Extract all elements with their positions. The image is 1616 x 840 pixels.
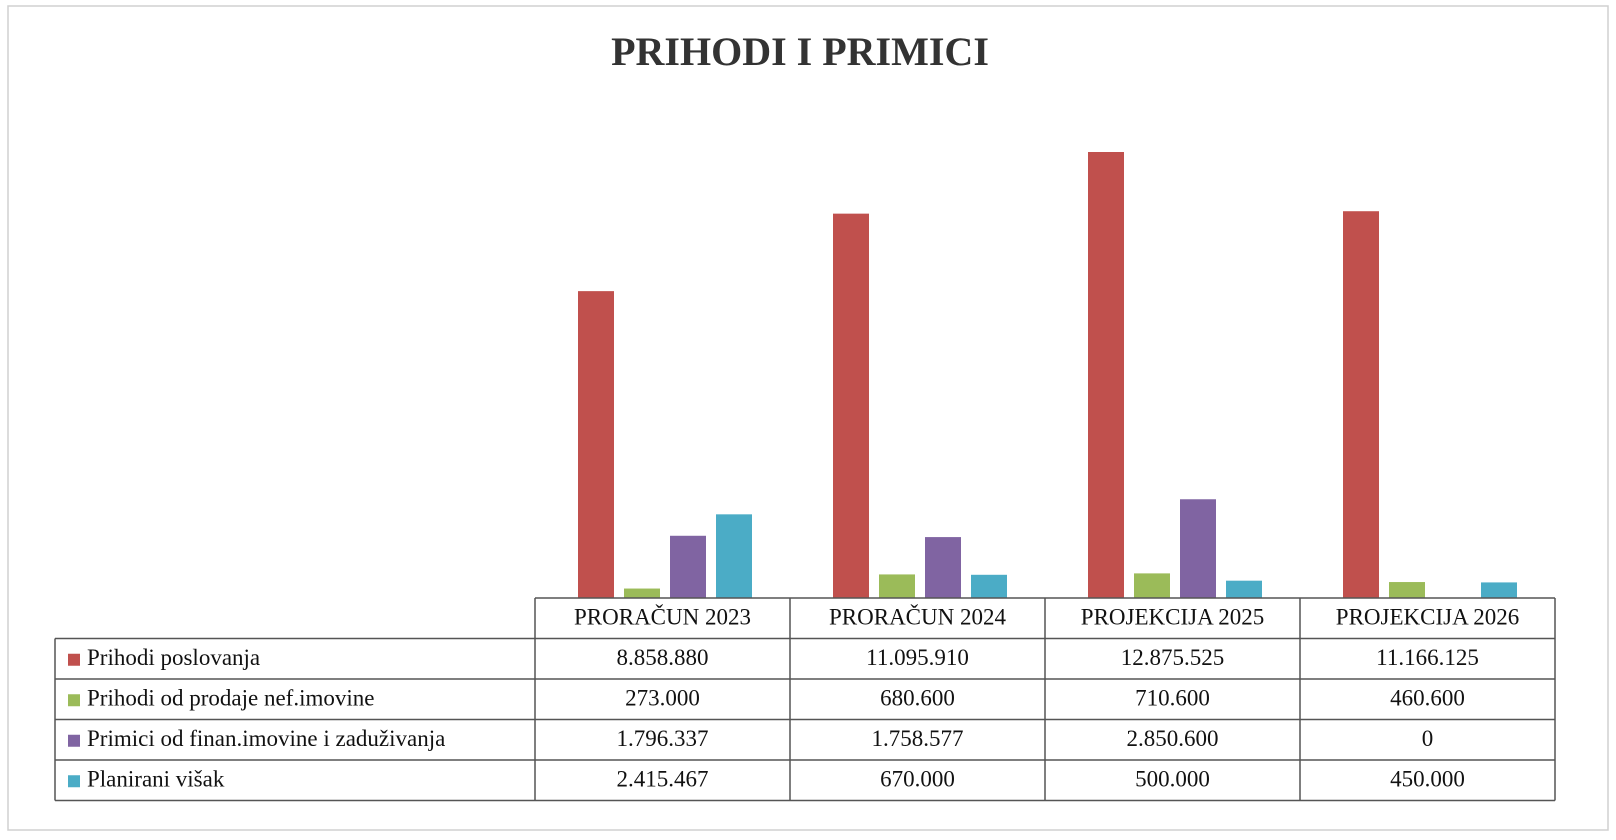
table-value: 670.000 — [880, 767, 955, 792]
column-header: PRORAČUN 2023 — [574, 604, 751, 630]
legend-key — [68, 694, 80, 707]
bar — [624, 588, 660, 598]
legend-label: Prihodi od prodaje nef.imovine — [87, 686, 374, 711]
legend-key — [68, 653, 80, 666]
legend-key — [68, 775, 80, 788]
bar — [578, 291, 614, 598]
legend-key — [68, 734, 80, 747]
column-header: PROJEKCIJA 2025 — [1081, 605, 1264, 630]
column-header: PRORAČUN 2024 — [829, 604, 1007, 630]
table-value: 450.000 — [1390, 767, 1465, 792]
bar — [971, 574, 1007, 598]
table-value: 0 — [1422, 726, 1434, 751]
table-value: 1.758.577 — [872, 726, 964, 751]
bar — [716, 514, 752, 598]
column-header: PROJEKCIJA 2026 — [1336, 605, 1519, 630]
table-value: 500.000 — [1135, 767, 1210, 792]
table-value: 460.600 — [1390, 686, 1465, 711]
bar — [1343, 211, 1379, 598]
table-value: 710.600 — [1135, 686, 1210, 711]
table-value: 2.850.600 — [1127, 726, 1219, 751]
table-value: 11.095.910 — [866, 645, 969, 670]
table-value: 11.166.125 — [1376, 645, 1479, 670]
chart-title: PRIHODI I PRIMICI — [611, 29, 989, 74]
bar — [833, 213, 869, 599]
bar — [1226, 580, 1262, 598]
bar — [1389, 582, 1425, 598]
table-value: 2.415.467 — [617, 767, 709, 792]
bar — [925, 537, 961, 598]
bar — [1134, 573, 1170, 598]
table-value: 680.600 — [880, 686, 955, 711]
bar — [879, 574, 915, 598]
table-value: 1.796.337 — [617, 726, 709, 751]
bar — [1088, 152, 1124, 598]
legend-label: Prihodi poslovanja — [87, 645, 260, 670]
table-value: 12.875.525 — [1121, 645, 1225, 670]
legend-label: Primici od finan.imovine i zaduživanja — [87, 726, 445, 751]
bar — [1180, 499, 1216, 598]
bar — [1481, 582, 1517, 598]
table-value: 273.000 — [625, 686, 700, 711]
bar — [670, 535, 706, 598]
legend-label: Planirani višak — [87, 767, 225, 792]
table-value: 8.858.880 — [617, 645, 709, 670]
chart-border — [7, 5, 1609, 831]
